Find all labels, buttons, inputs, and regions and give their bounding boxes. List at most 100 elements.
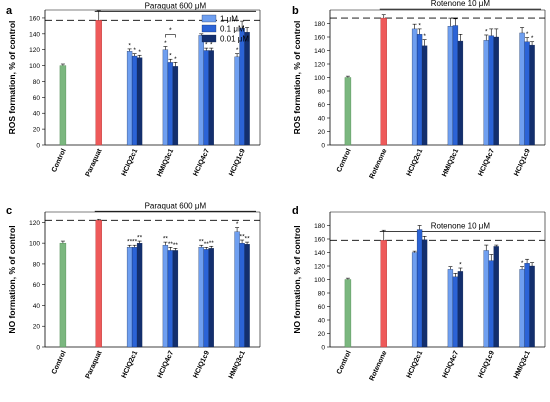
bar-treatment — [380, 240, 387, 348]
bar-HMIQ3c1-s2 — [167, 62, 174, 146]
significance-mark: * — [138, 49, 141, 56]
y-tick-label: 160 — [314, 237, 325, 244]
x-tick-label: HCIQ4c7 — [442, 350, 461, 380]
bar-HCIQ4c7-s2 — [167, 250, 174, 348]
x-tick-label: HMIQ3c1 — [156, 148, 175, 178]
significance-mark: * — [205, 42, 208, 49]
x-tick-label: HCIQ4c7 — [192, 148, 211, 178]
x-tick-label: Rotenone — [369, 350, 389, 382]
y-tick-label: 80 — [33, 261, 41, 268]
y-tick-label: 0 — [321, 143, 325, 150]
x-tick-label: HCIQ2c1 — [121, 350, 140, 380]
bar-HCIQ2c1-s1 — [126, 51, 133, 146]
significance-mark: * — [423, 33, 426, 40]
y-tick-label: 20 — [318, 331, 326, 338]
x-tick-label: HCIQ2c1 — [406, 350, 425, 380]
bar-HCIQ1c9-s1 — [234, 56, 240, 146]
y-tick-label: 80 — [318, 89, 326, 96]
bar-HCIQ1c9-s2 — [488, 260, 494, 348]
y-tick-label: 60 — [318, 102, 326, 109]
y-tick-label: 20 — [33, 324, 41, 331]
bar-HCIQ1c9-s1 — [198, 247, 204, 348]
y-tick-label: 120 — [314, 264, 325, 271]
bar-HCIQ4c7-s1 — [447, 269, 454, 348]
x-tick-label: HCIQ1c9 — [513, 148, 532, 178]
bar-HCIQ2c1-s3 — [136, 57, 143, 146]
bar-control — [344, 279, 352, 348]
bar-HCIQ4c7-s1 — [483, 40, 489, 146]
bar-HCIQ1c9-s1 — [483, 250, 489, 348]
x-tick-label: HCIQ1c9 — [228, 148, 247, 178]
y-tick-label: 0 — [36, 345, 40, 352]
x-tick-label: Paraquat — [85, 147, 104, 178]
x-tick-label: Rotenone — [369, 148, 389, 180]
bar-HCIQ1c9-s3 — [529, 44, 535, 146]
bar-HCIQ2c1-s1 — [126, 247, 133, 348]
x-tick-label: HCIQ2c1 — [121, 148, 140, 178]
chart-panel-a: a ROS formation, % of control 0 20 40 60 80 100… — [6, 1, 261, 178]
y-tick-label: 100 — [314, 277, 325, 284]
bar-HCIQ4c7-s3 — [457, 271, 464, 348]
y-tick-label: 20 — [33, 127, 41, 134]
y-tick-label: 100 — [29, 63, 40, 70]
bar-HCIQ4c7-s2 — [203, 50, 209, 146]
x-tick-label: HCIQ1c9 — [477, 350, 496, 380]
x-tick-label: HCIQ4c7 — [157, 350, 176, 380]
bar-HCIQ2c1-s3 — [421, 239, 428, 348]
significance-mark: * — [526, 31, 529, 38]
treatment-label: Paraquat 600 μM — [145, 201, 207, 210]
x-tick-label: HCIQ2c1 — [406, 148, 425, 178]
bar-HCIQ4c7-s1 — [162, 245, 169, 348]
bar-HCIQ4c7-s3 — [208, 50, 214, 146]
bar-HMIQ3c1-s3 — [457, 40, 464, 146]
bracket-mark: * — [169, 28, 172, 35]
significance-mark: * — [459, 262, 462, 269]
significance-mark: * — [210, 42, 213, 49]
y-tick-label: 60 — [318, 304, 326, 311]
panel-letter: a — [6, 5, 13, 17]
bar-HCIQ4c7-s1 — [198, 35, 204, 146]
chart-panel-d: d NO formation, % of control 0 20 40 60 80 100 1… — [292, 205, 546, 382]
y-tick-label: 20 — [318, 129, 326, 136]
y-tick-label: 140 — [314, 48, 325, 55]
significance-mark: * — [236, 47, 239, 54]
treatment-label: Rotenone 10 μM — [431, 221, 491, 230]
bar-HCIQ4c7-s2 — [452, 276, 459, 348]
y-tick-label: 60 — [33, 282, 41, 289]
x-tick-label: HMIQ3c1 — [441, 148, 460, 178]
bar-HCIQ1c9-s3 — [244, 32, 250, 146]
bar-HCIQ2c1-s2 — [416, 229, 423, 348]
y-tick-label: 140 — [29, 31, 40, 38]
y-tick-label: 100 — [314, 75, 325, 82]
y-tick-label: 100 — [29, 241, 40, 248]
significance-mark: * — [531, 35, 534, 42]
bar-treatment — [380, 17, 387, 146]
bar-treatment — [95, 220, 102, 348]
y-axis-label: NO formation, % of control — [7, 225, 17, 333]
bar-HMIQ3c1-s2 — [452, 25, 459, 146]
significance-mark: ** — [127, 239, 133, 246]
bar-HMIQ3c1-s3 — [244, 244, 250, 348]
x-tick-label: Control — [336, 350, 353, 376]
significance-mark: ** — [173, 242, 179, 249]
bar-HCIQ1c9-s3 — [208, 248, 214, 348]
treatment-label: Paraquat 600 μM — [145, 1, 207, 10]
bar-control — [59, 242, 67, 348]
significance-mark: ** — [240, 234, 246, 241]
bar-HMIQ3c1-s3 — [529, 265, 535, 348]
x-tick-label: Paraquat — [85, 349, 104, 380]
significance-mark: * — [133, 47, 136, 54]
x-tick-label: Control — [51, 350, 68, 376]
y-tick-label: 0 — [321, 345, 325, 352]
bar-HCIQ4c7-s3 — [172, 250, 179, 348]
y-tick-label: 40 — [33, 303, 41, 310]
significance-mark: * — [128, 42, 131, 49]
bar-HCIQ1c9-s2 — [239, 28, 245, 146]
y-tick-label: 120 — [29, 47, 40, 54]
significance-mark: * — [485, 28, 488, 35]
legend-swatch-1 — [201, 14, 217, 23]
y-tick-label: 180 — [314, 21, 325, 28]
significance-mark: ** — [245, 236, 251, 243]
significance-mark: * — [169, 53, 172, 60]
significance-mark: ** — [168, 241, 174, 248]
